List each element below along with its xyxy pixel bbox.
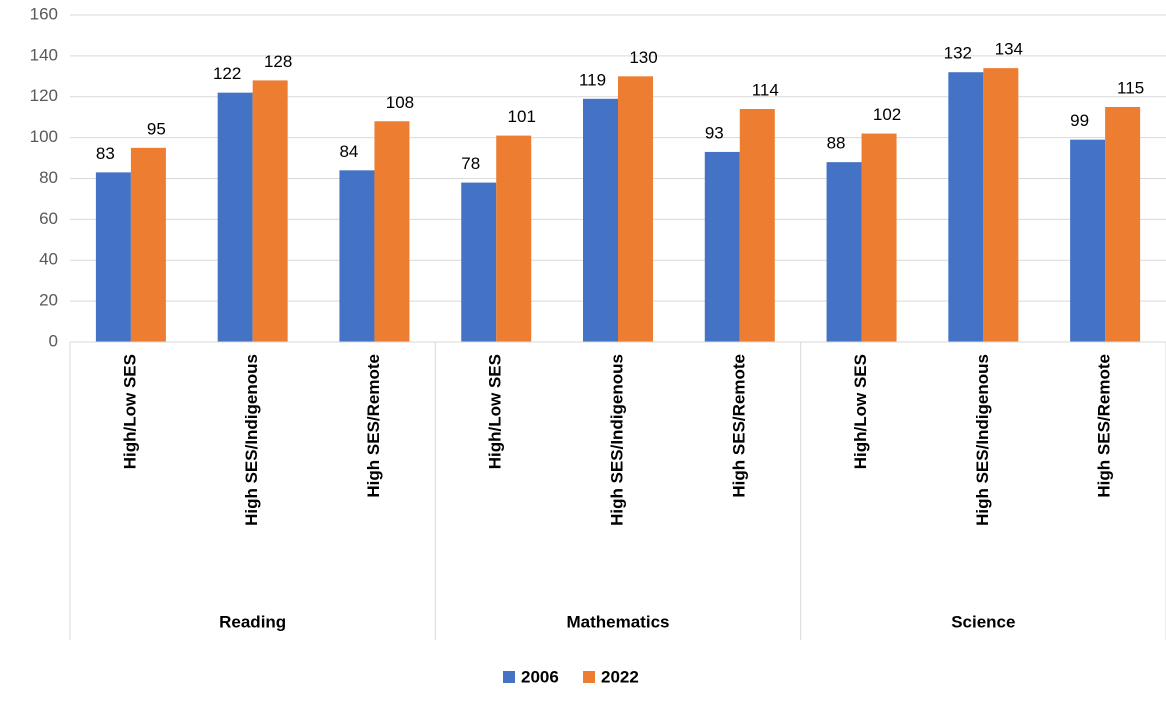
bar [826,162,862,342]
bar [861,133,897,342]
legend-label: 2006 [521,667,559,686]
bar [1105,106,1141,342]
bar [739,109,775,342]
bar [130,147,166,342]
y-tick-label: 20 [39,291,58,310]
data-label: 134 [995,40,1023,59]
bar [496,135,532,342]
y-tick-label: 120 [30,86,58,105]
data-label: 128 [264,52,292,71]
y-tick-label: 0 [49,331,58,350]
group-label: Mathematics [567,612,670,631]
data-label: 78 [461,154,480,173]
data-label: 108 [386,93,414,112]
bar [583,98,618,342]
bar [983,68,1019,342]
x-tick-label: High/Low SES [486,354,505,469]
bar [374,121,410,343]
bar [461,182,497,342]
x-tick-label: High SES/Remote [1095,354,1114,498]
data-label: 84 [339,142,358,161]
y-tick-label: 140 [30,45,58,64]
data-label: 119 [579,70,606,89]
legend-swatch [503,671,515,683]
x-tick-label: High/Low SES [851,354,870,469]
data-label: 99 [1070,111,1089,130]
y-tick-label: 100 [30,127,58,146]
group-label: Science [951,612,1015,631]
data-label: 132 [944,44,972,63]
data-label: 102 [873,105,901,124]
data-label: 114 [752,80,779,99]
data-label: 93 [705,123,724,142]
x-tick-label: High SES/Indigenous [973,354,992,526]
group-label: Reading [219,612,286,631]
bar [252,80,288,343]
legend-label: 2022 [601,667,639,686]
y-tick-label: 160 [30,4,58,23]
bar [217,92,253,342]
data-label: 101 [508,107,536,126]
bar [95,172,131,342]
data-label: 83 [96,144,115,163]
x-tick-label: High/Low SES [120,354,139,469]
data-label: 130 [629,48,657,67]
bar [704,151,740,342]
x-tick-label: High SES/Remote [729,354,748,498]
legend-swatch [583,671,595,683]
bar [339,170,375,342]
x-tick-label: High SES/Indigenous [607,354,626,526]
bar [1070,139,1106,342]
data-label: 88 [827,134,846,153]
y-tick-label: 80 [39,168,58,187]
y-tick-label: 60 [39,209,58,228]
data-label: 115 [1117,78,1144,97]
x-tick-label: High SES/Remote [364,354,383,498]
x-tick-label: High SES/Indigenous [242,354,261,526]
y-tick-label: 40 [39,250,58,269]
bar [618,76,653,342]
data-label: 122 [213,64,241,83]
data-label: 95 [147,119,166,138]
bar [948,72,984,342]
